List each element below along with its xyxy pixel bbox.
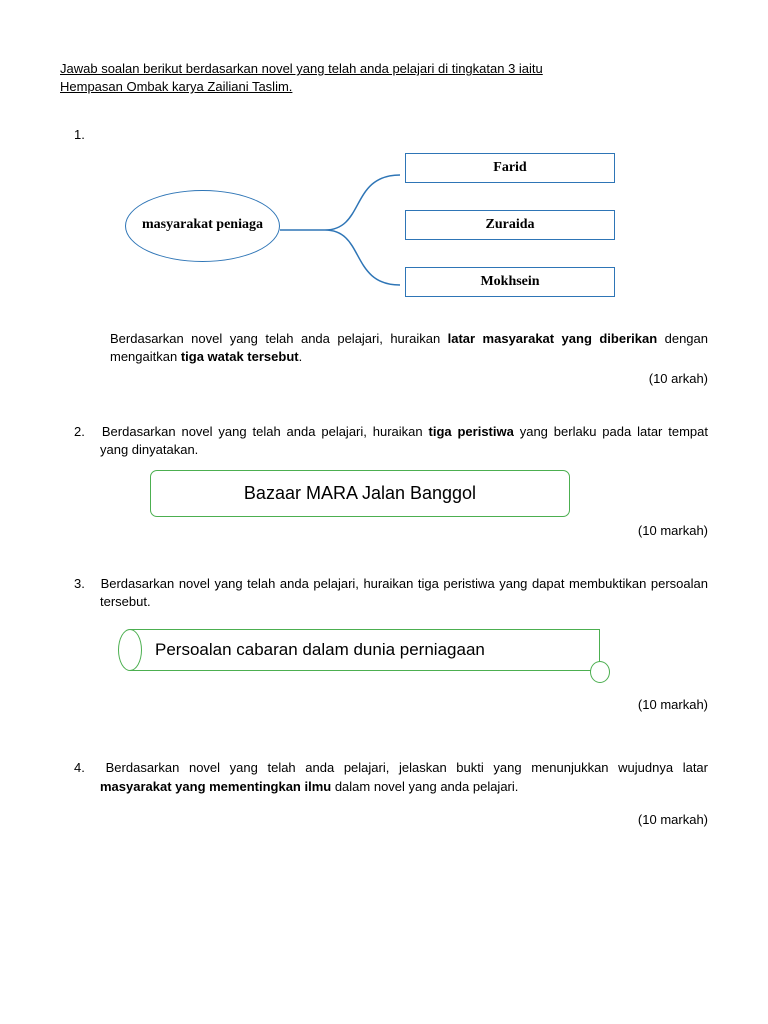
question-3: 3. Berdasarkan novel yang telah anda pel… bbox=[60, 575, 708, 715]
q2-number: 2. bbox=[74, 423, 96, 441]
diagram-ellipse: masyarakat peniaga bbox=[125, 190, 280, 262]
q3-scroll: Persoalan cabaran dalam dunia perniagaan bbox=[130, 621, 600, 691]
q2-box: Bazaar MARA Jalan Banggol bbox=[150, 470, 570, 517]
q2-marks: (10 markah) bbox=[100, 522, 708, 540]
q1-marks: (10 arkah) bbox=[100, 370, 708, 388]
box1-text: Farid bbox=[493, 158, 526, 178]
q1-number: 1. bbox=[74, 126, 96, 144]
box3-text: Mokhsein bbox=[480, 272, 539, 292]
q1-text-e: . bbox=[299, 349, 303, 364]
q2-box-text: Bazaar MARA Jalan Banggol bbox=[244, 483, 476, 503]
q3-marks: (10 markah) bbox=[100, 696, 708, 714]
diagram-box-3: Mokhsein bbox=[405, 267, 615, 297]
q1-text-b: latar masyarakat yang diberikan bbox=[448, 331, 658, 346]
q2-text-a: Berdasarkan novel yang telah anda pelaja… bbox=[102, 424, 429, 439]
q1-text: Berdasarkan novel yang telah anda pelaja… bbox=[100, 330, 708, 366]
diagram-box-1: Farid bbox=[405, 153, 615, 183]
q4-text-c: dalam novel yang anda pelajari. bbox=[331, 779, 518, 794]
header-line2: Hempasan Ombak karya Zailiani Taslim. bbox=[60, 79, 292, 94]
ellipse-text: masyarakat peniaga bbox=[142, 217, 263, 234]
question-1: 1. masyarakat peniaga Farid Zuraida Mokh… bbox=[60, 126, 708, 388]
q3-number: 3. bbox=[74, 575, 96, 593]
scroll-left-curl bbox=[118, 629, 142, 671]
q1-text-d: tiga watak tersebut bbox=[181, 349, 299, 364]
header-line1: Jawab soalan berikut berdasarkan novel y… bbox=[60, 61, 543, 76]
q4-text-a: Berdasarkan novel yang telah anda pelaja… bbox=[106, 760, 708, 775]
q1-text-a: Berdasarkan novel yang telah anda pelaja… bbox=[110, 331, 448, 346]
q2-text-b: tiga peristiwa bbox=[429, 424, 514, 439]
question-2: 2. Berdasarkan novel yang telah anda pel… bbox=[60, 423, 708, 540]
question-4: 4. Berdasarkan novel yang telah anda pel… bbox=[60, 759, 708, 829]
q1-diagram: masyarakat peniaga Farid Zuraida Mokhsei… bbox=[100, 145, 708, 315]
q4-marks: (10 markah) bbox=[100, 811, 708, 829]
q3-scroll-text: Persoalan cabaran dalam dunia perniagaan bbox=[155, 638, 485, 662]
diagram-box-2: Zuraida bbox=[405, 210, 615, 240]
q4-text-b: masyarakat yang mementingkan ilmu bbox=[100, 779, 331, 794]
diagram-brace bbox=[280, 155, 410, 305]
instruction-header: Jawab soalan berikut berdasarkan novel y… bbox=[60, 60, 708, 96]
scroll-right-curl bbox=[590, 661, 610, 683]
q4-number: 4. bbox=[74, 759, 96, 777]
box2-text: Zuraida bbox=[485, 215, 534, 235]
q3-text: Berdasarkan novel yang telah anda pelaja… bbox=[100, 576, 708, 609]
scroll-body: Persoalan cabaran dalam dunia perniagaan bbox=[130, 629, 600, 671]
